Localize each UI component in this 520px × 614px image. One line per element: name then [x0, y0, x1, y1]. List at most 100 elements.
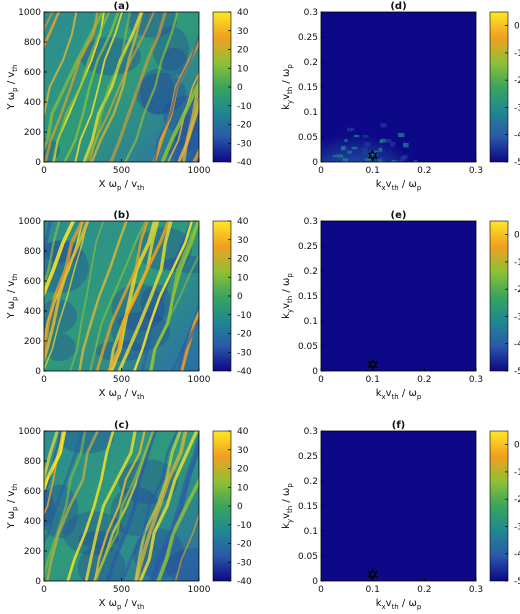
filament: [134, 431, 182, 581]
axis-label-part: th: [11, 65, 19, 72]
y-tick-label: 400: [24, 307, 41, 317]
x-tick-label: 500: [113, 166, 130, 176]
filament: [156, 475, 199, 581]
spectral-speckle: [353, 134, 360, 138]
colorbar-tick-label: 40: [237, 427, 249, 437]
colorbar-tick-label: 10: [237, 64, 249, 74]
y-tick-label: 600: [24, 277, 41, 287]
y-tick-label: 1000: [18, 217, 41, 227]
stripe-layer: [44, 221, 199, 371]
axis-label-part: k: [376, 388, 382, 399]
x-tick-label: 0: [41, 585, 47, 595]
filament: [44, 431, 59, 483]
colorbar-tick-label: -10: [237, 102, 252, 112]
spectral-speckle: [0, 0, 4, 4]
axis-label-part: k: [376, 179, 382, 190]
spectral-speckle: [347, 150, 352, 154]
filament: [44, 12, 99, 162]
axis-label-part: v: [386, 598, 392, 609]
axis-label-part: v: [281, 513, 292, 519]
y-tick-label: 1000: [18, 427, 41, 437]
colorbar: [489, 430, 509, 582]
spectral-speckle: [0, 0, 5, 2]
filament: [123, 12, 179, 162]
spectral-speckle: [0, 0, 5, 4]
spectral-speckle: [380, 123, 387, 128]
colorbar-tick-label: 10: [237, 273, 249, 283]
spectral-speckle: [0, 0, 6, 3]
low-field-patch: [160, 47, 188, 76]
filament: [45, 431, 100, 581]
x-tick-label: 1000: [188, 585, 211, 595]
y-tick-label: 0.25: [298, 242, 318, 252]
axis-label-part: / ω: [281, 69, 292, 87]
colorbar-tick-label: 0: [514, 22, 520, 32]
spectral-speckle: [0, 0, 6, 3]
y-tick-label: 0.2: [304, 477, 318, 487]
colorbar-tick-label: -2: [514, 76, 520, 86]
filament: [44, 221, 89, 371]
y-tick-label: 0.15: [298, 502, 318, 512]
y-tick-label: 0.15: [298, 292, 318, 302]
colorbar-tick-label: -20: [237, 540, 252, 550]
spectral-speckle: [336, 154, 344, 158]
colorbar-tick-label: 20: [237, 46, 249, 56]
axis-label-part: p: [11, 87, 19, 92]
spectral-speckle: [0, 0, 7, 3]
filament: [121, 431, 179, 581]
filament: [74, 12, 123, 162]
axis-label-part: p: [286, 273, 294, 278]
spectral-speckle: [0, 0, 5, 3]
spectral-speckle: [0, 0, 5, 4]
filament: [153, 33, 199, 162]
spectral-speckle: [0, 0, 6, 3]
spectral-speckle: [0, 0, 3, 2]
axis-label-part: p: [117, 393, 122, 401]
low-field-patch: [165, 548, 199, 581]
spectral-speckle: [0, 0, 3, 5]
x-tick-label: 0: [318, 585, 324, 595]
filament: [69, 221, 105, 371]
axis-label-part: p: [11, 506, 19, 511]
spectral-speckle: [0, 0, 3, 2]
spectral-speckle: [0, 0, 6, 3]
filament: [94, 431, 155, 581]
filament: [177, 316, 199, 371]
y-tick-label: 0.3: [304, 427, 318, 437]
axis-label-part: p: [11, 296, 19, 301]
filament: [133, 221, 194, 371]
axis-label-part: th: [11, 274, 19, 281]
spectral-speckle: [0, 0, 4, 3]
y-tick-label: 0: [312, 158, 318, 168]
spectral-speckle: [0, 0, 6, 3]
axis-label-part: v: [386, 179, 392, 190]
spectral-speckle: [0, 0, 7, 4]
spectral-speckle: [0, 0, 3, 2]
spectral-speckle: [391, 159, 397, 162]
axis-label-part: / ω: [399, 388, 417, 399]
spectral-speckle: [0, 0, 7, 3]
axis-label-part: y: [286, 100, 294, 104]
y-tick-label: 0.1: [304, 108, 318, 118]
filament: [152, 431, 199, 581]
panel-label: (c): [114, 420, 129, 431]
axis-label-part: Y ω: [6, 92, 17, 111]
filament: [89, 221, 147, 371]
panel-label: (e): [391, 210, 407, 221]
axis-label-part: / v: [6, 72, 17, 88]
spectral-speckle: [0, 0, 6, 2]
colorbar-tick-label: 0: [514, 231, 520, 241]
x-tick-label: 0.2: [417, 585, 431, 595]
spectral-speckle: [0, 0, 7, 3]
heatmap-background: [321, 221, 476, 371]
spectral-speckle: [0, 0, 5, 5]
spectral-speckle: [0, 0, 6, 3]
spectral-speckle: [0, 0, 4, 3]
y-axis-label: Y ωp / vth: [6, 274, 19, 320]
y-tick-label: 200: [24, 128, 41, 138]
y-tick-label: 0.05: [298, 552, 318, 562]
filament: [106, 221, 171, 371]
spectral-speckle: [0, 0, 4, 2]
